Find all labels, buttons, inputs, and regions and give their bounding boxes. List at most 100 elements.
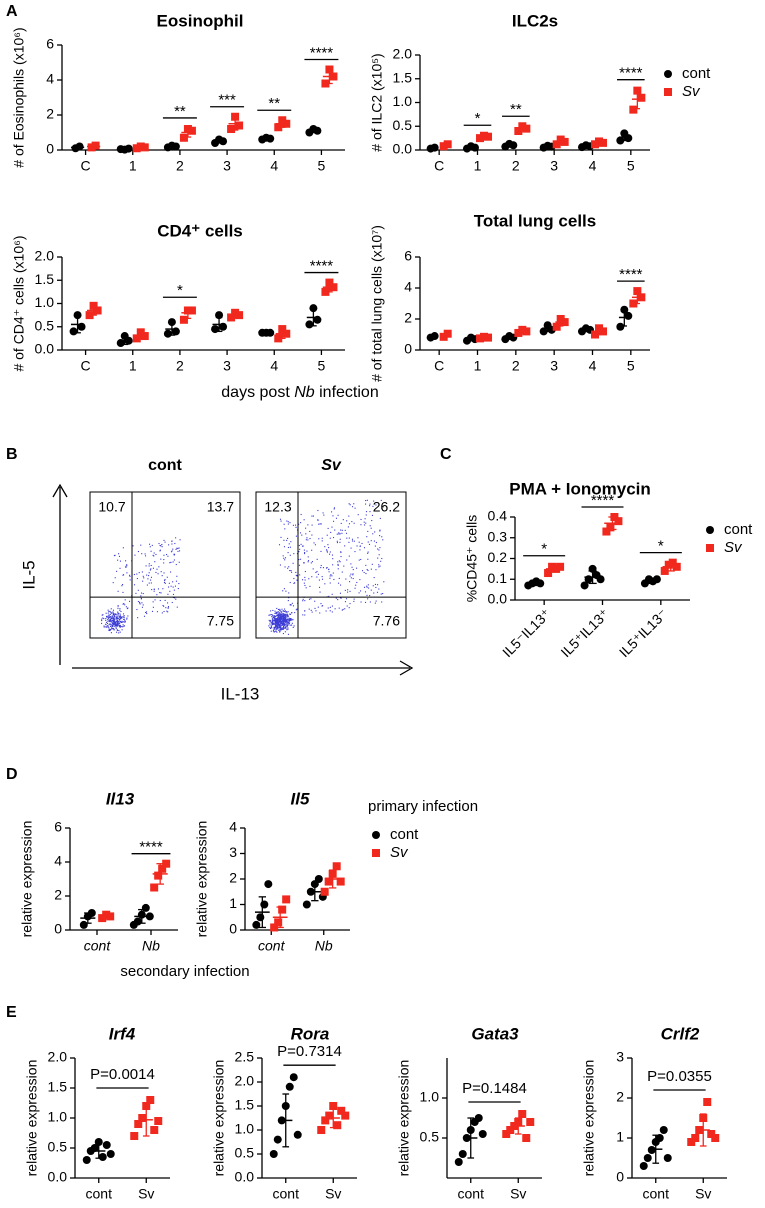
event-dot xyxy=(286,618,288,620)
event-dot xyxy=(352,573,354,575)
event-dot xyxy=(304,551,306,554)
event-dot xyxy=(109,615,111,618)
event-dot xyxy=(167,555,169,557)
event-dot xyxy=(276,625,278,627)
event-dot xyxy=(118,630,120,632)
event-dot xyxy=(109,629,111,631)
data-point xyxy=(337,1106,346,1115)
data-point xyxy=(163,329,172,338)
event-dot xyxy=(268,614,270,616)
event-dot xyxy=(365,503,367,505)
x-tick-label: cont xyxy=(86,1186,113,1202)
event-dot xyxy=(283,539,285,541)
event-dot xyxy=(113,621,115,623)
event-dot xyxy=(274,622,276,624)
event-dot xyxy=(108,617,110,619)
event-dot xyxy=(367,584,369,586)
event-dot xyxy=(329,537,331,539)
event-dot xyxy=(380,560,382,562)
y-tick-label: 1.5 xyxy=(235,1097,255,1113)
x-axis-label: secondary infection xyxy=(120,963,249,980)
event-dot xyxy=(370,540,372,542)
event-dot xyxy=(136,578,138,580)
event-dot xyxy=(305,527,307,529)
event-dot xyxy=(119,613,121,615)
data-point xyxy=(302,900,311,909)
event-dot xyxy=(354,551,356,553)
event-dot xyxy=(162,604,164,607)
data-point xyxy=(514,127,523,135)
event-dot xyxy=(168,544,170,546)
event-dot xyxy=(351,521,353,523)
x-tick-label: Sv xyxy=(138,1186,154,1202)
event-dot xyxy=(122,616,124,618)
event-dot xyxy=(279,614,281,616)
event-dot xyxy=(120,617,122,619)
event-dot xyxy=(107,616,109,618)
event-dot xyxy=(274,621,276,623)
event-dot xyxy=(109,613,111,616)
event-dot xyxy=(126,618,128,620)
data-point xyxy=(90,1144,99,1152)
event-dot xyxy=(276,618,278,620)
event-dot xyxy=(367,551,369,553)
event-dot xyxy=(175,598,177,600)
event-dot xyxy=(295,526,297,528)
event-dot xyxy=(289,570,291,572)
event-dot xyxy=(285,627,287,629)
event-dot xyxy=(273,622,275,624)
event-dot xyxy=(285,611,287,613)
event-dot xyxy=(176,575,178,577)
y-tick-label: 0 xyxy=(46,141,54,157)
panel-label: A xyxy=(6,3,18,20)
event-dot xyxy=(365,514,367,516)
x-tick-label: Sv xyxy=(510,1186,526,1202)
event-dot xyxy=(115,613,117,616)
event-dot xyxy=(111,628,113,630)
event-dot xyxy=(273,616,275,618)
event-dot xyxy=(319,523,321,525)
event-dot xyxy=(348,537,350,539)
event-dot xyxy=(108,627,110,629)
event-dot xyxy=(114,613,116,615)
event-dot xyxy=(278,618,280,620)
event-dot xyxy=(275,612,277,614)
data-point xyxy=(616,322,625,331)
event-dot xyxy=(286,614,288,616)
event-dot xyxy=(289,581,291,584)
event-dot xyxy=(336,540,338,542)
x-tick-label: 2 xyxy=(512,158,520,174)
event-dot xyxy=(155,553,157,556)
event-dot xyxy=(113,555,115,557)
x-tick-label: 4 xyxy=(270,158,278,174)
event-dot xyxy=(313,542,315,544)
event-dot xyxy=(371,514,374,516)
event-dot xyxy=(106,622,109,624)
x-tick-label: cont xyxy=(84,938,112,954)
event-dot xyxy=(171,540,173,542)
event-dot xyxy=(128,574,131,576)
event-dot xyxy=(280,620,282,622)
event-dot xyxy=(150,582,152,584)
event-dot xyxy=(311,611,313,613)
quadrant-percent: 10.7 xyxy=(98,499,125,515)
event-dot xyxy=(141,606,144,608)
event-dot xyxy=(311,561,314,563)
event-dot xyxy=(281,615,283,617)
event-dot xyxy=(281,623,283,625)
event-dot xyxy=(278,614,281,616)
data-point xyxy=(102,1141,111,1149)
data-point xyxy=(629,105,638,114)
event-dot xyxy=(340,597,342,599)
event-dot xyxy=(282,628,284,630)
event-dot xyxy=(281,620,283,622)
data-point xyxy=(616,136,625,145)
event-dot xyxy=(159,544,161,547)
event-dot xyxy=(164,582,166,584)
event-dot xyxy=(153,588,155,590)
event-dot xyxy=(272,621,274,623)
event-dot xyxy=(383,581,385,583)
event-dot xyxy=(277,618,279,620)
event-dot xyxy=(111,620,113,622)
event-dot xyxy=(275,621,277,623)
